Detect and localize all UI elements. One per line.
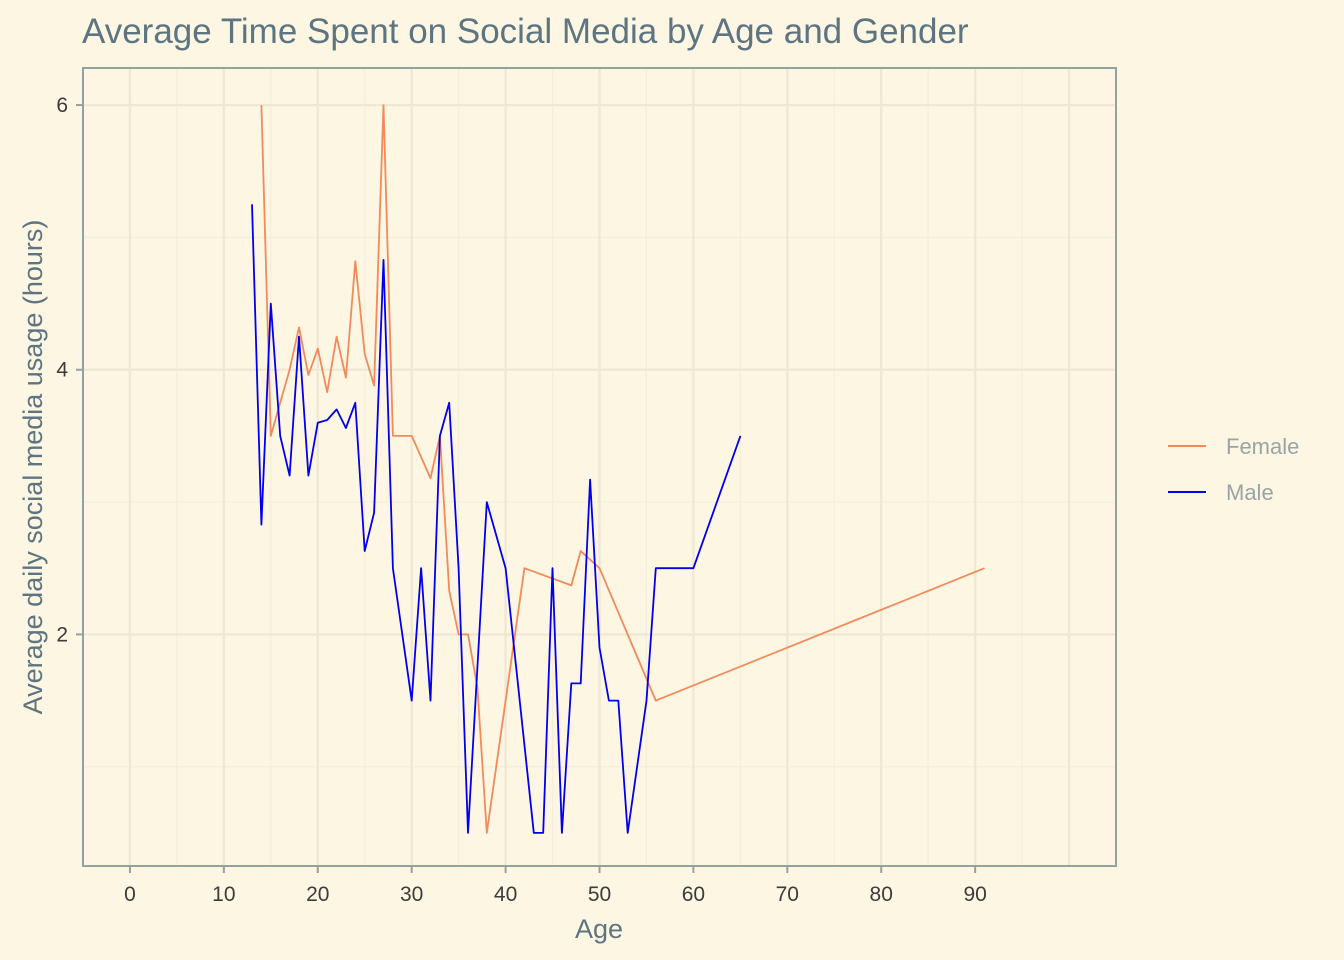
legend-label-male: Male [1226,480,1274,505]
y-tick-label: 6 [56,94,68,117]
y-axis-title: Average daily social media usage (hours) [18,220,48,715]
series-layer [251,104,985,834]
x-tick-label: 90 [963,883,986,906]
x-tick-label: 60 [682,883,705,906]
x-tick-label: 0 [124,883,136,906]
x-tick-label: 10 [212,883,235,906]
grid-layer [83,68,1116,866]
series-line-female [260,104,985,834]
legend: Female Male [1168,434,1299,505]
x-axis: 0 10 20 30 40 50 60 70 80 90 [124,866,987,906]
x-axis-title: Age [575,914,623,944]
series-line-male [251,204,742,834]
chart-title: Average Time Spent on Social Media by Ag… [82,12,969,51]
y-axis: 2 4 6 [56,94,83,646]
x-tick-label: 30 [400,883,423,906]
y-tick-label: 2 [56,623,68,646]
legend-label-female: Female [1226,434,1299,459]
y-tick-label: 4 [56,359,68,382]
x-tick-label: 70 [776,883,799,906]
x-tick-label: 20 [306,883,329,906]
x-tick-label: 40 [494,883,517,906]
x-tick-label: 50 [588,883,611,906]
x-tick-label: 80 [870,883,893,906]
